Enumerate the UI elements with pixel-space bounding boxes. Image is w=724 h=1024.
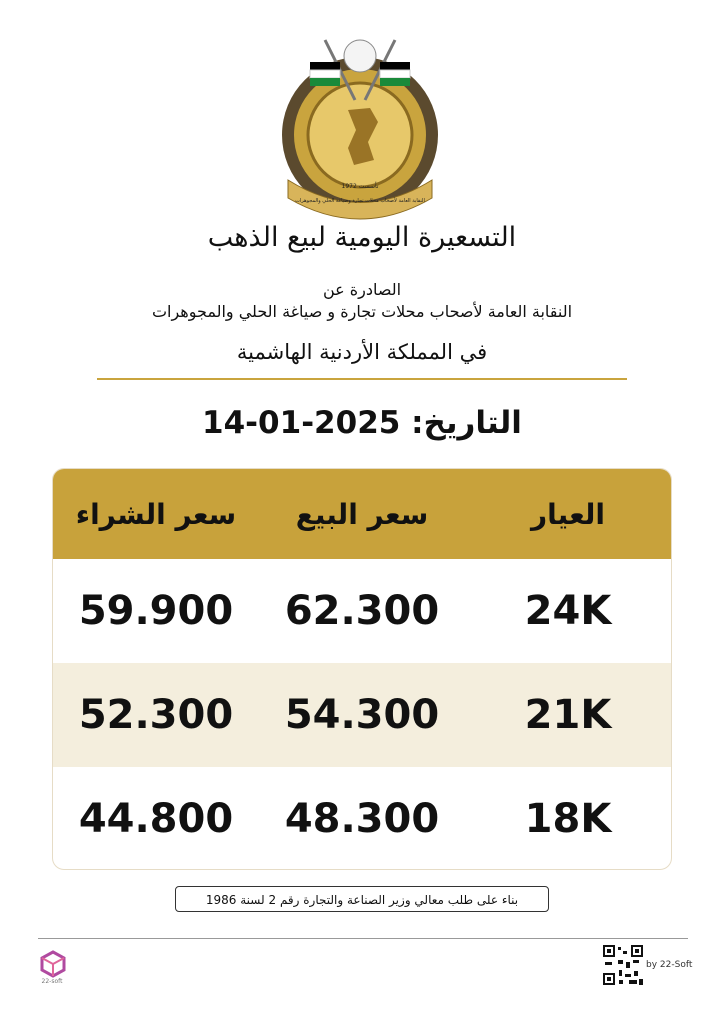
price: 54.300 — [284, 692, 440, 738]
column-header: سعر الشراء — [75, 497, 237, 531]
flag — [380, 62, 410, 70]
price-table: العيار سعر البيع سعر الشراء 24K 62.300 59.900… — [52, 468, 672, 870]
karat: 24K — [524, 588, 612, 634]
header-row: العيار سعر البيع سعر الشراء — [53, 469, 671, 559]
logo-founded: تأسست 1972 — [342, 181, 379, 190]
issued-by: الصادرة عن — [322, 280, 402, 299]
note: بناء على طلب معالي وزير الصناعة والتجارة… — [175, 886, 549, 912]
country: في المملكة الأردنية الهاشمية — [236, 340, 488, 364]
date-label: التاريخ: — [411, 405, 522, 441]
price: 48.300 — [284, 796, 440, 842]
price: 44.800 — [78, 796, 234, 842]
ribbon — [287, 179, 433, 220]
column-header: العيار — [531, 497, 605, 531]
map — [348, 108, 378, 165]
divider — [97, 378, 627, 380]
price: 59.900 — [78, 588, 234, 634]
diamond — [343, 39, 377, 73]
flag — [379, 69, 411, 79]
date: 14-01-2025 — [202, 405, 401, 441]
price: 52.300 — [78, 692, 234, 738]
credit: by 22-Soft — [646, 960, 693, 970]
brand-logo — [40, 950, 66, 978]
date-line: التاريخ: 14-01-2025 — [0, 405, 724, 441]
karat: 21K — [524, 692, 612, 738]
column-header: سعر البيع — [295, 497, 429, 531]
flag — [310, 78, 340, 86]
karat: 18K — [524, 796, 612, 842]
brand-small: 22-soft — [41, 978, 63, 985]
qr-code — [602, 944, 644, 986]
price-row: 21K 54.300 52.300 — [53, 663, 671, 767]
title: التسعيرة اليومية لبيع الذهب — [207, 222, 517, 253]
logo: تأسست 1972 النقابة العامة لأصحاب محلات ت… — [282, 39, 438, 220]
footer-divider — [38, 938, 688, 939]
price-row: 24K 62.300 59.900 — [53, 559, 671, 663]
price: 62.300 — [284, 588, 440, 634]
logo-name: النقابة العامة لأصحاب محلات تجارة وصياغة… — [295, 197, 425, 204]
price-row: 18K 48.300 44.800 — [53, 767, 671, 869]
flag — [309, 69, 341, 79]
flag — [380, 78, 410, 86]
flag — [310, 62, 340, 70]
union-name: النقابة العامة لأصحاب محلات تجارة و صياغ… — [151, 302, 573, 321]
